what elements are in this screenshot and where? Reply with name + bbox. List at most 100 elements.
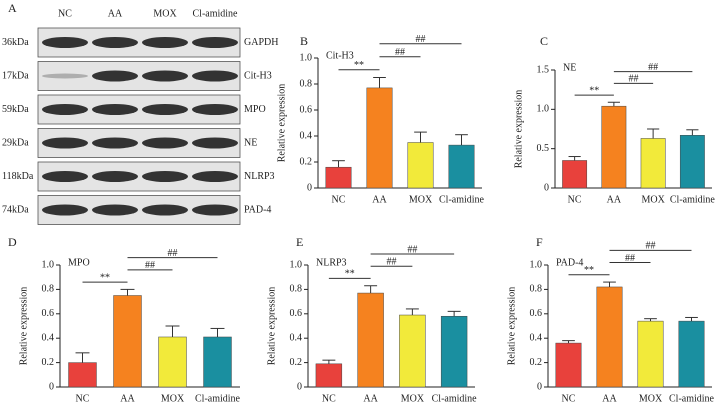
y-tick-label: 0 bbox=[537, 381, 542, 392]
blot-band bbox=[92, 204, 138, 216]
y-axis-title: Relative expression bbox=[513, 90, 524, 169]
y-tick-label: 1.0 bbox=[530, 259, 543, 270]
significance-label: ## bbox=[629, 74, 639, 85]
bar bbox=[357, 292, 384, 388]
x-tick-label: AA bbox=[602, 393, 617, 404]
error-bar bbox=[647, 128, 660, 139]
size-label: 59kDa bbox=[2, 104, 29, 115]
bar bbox=[315, 363, 343, 388]
x-tick-label: NC bbox=[562, 393, 576, 404]
y-axis-title: Relative expression bbox=[506, 287, 517, 366]
significance-label: ** bbox=[100, 272, 110, 283]
error-bar bbox=[332, 160, 345, 168]
blot-band bbox=[192, 70, 238, 82]
bar bbox=[440, 315, 468, 388]
error-bar bbox=[75, 352, 90, 363]
error-bar bbox=[210, 327, 225, 337]
x-tick-label: MOX bbox=[641, 194, 665, 205]
y-tick-label: 0.8 bbox=[290, 284, 303, 295]
chart-title: PAD-4 bbox=[556, 257, 583, 268]
blot-band bbox=[42, 73, 88, 79]
blot-band bbox=[142, 171, 188, 182]
error-bar bbox=[686, 129, 699, 136]
error-bar bbox=[405, 308, 419, 316]
y-tick-label: 0 bbox=[544, 182, 549, 193]
panel-label: D bbox=[8, 235, 17, 249]
significance-label: ## bbox=[168, 248, 178, 259]
y-tick-label: 0.6 bbox=[300, 104, 313, 115]
blot-band bbox=[42, 204, 88, 216]
x-tick-label: AA bbox=[363, 393, 378, 404]
panel-label: E bbox=[296, 235, 303, 249]
y-tick-label: 1.0 bbox=[537, 104, 550, 115]
blot-band bbox=[92, 171, 138, 182]
bar bbox=[448, 144, 475, 189]
size-label: 74kDa bbox=[2, 204, 29, 215]
bar bbox=[399, 314, 426, 388]
y-tick-label: 0.2 bbox=[290, 357, 303, 368]
protein-label: NE bbox=[244, 137, 257, 148]
y-tick-label: 0.2 bbox=[530, 357, 543, 368]
y-tick-label: 0.5 bbox=[537, 143, 550, 154]
x-tick-label: NC bbox=[332, 194, 346, 205]
blot-band bbox=[42, 137, 88, 149]
x-tick-label: NC bbox=[568, 194, 582, 205]
y-tick-label: 0.8 bbox=[530, 284, 543, 295]
significance-label: ## bbox=[395, 47, 405, 58]
x-tick-label: MOX bbox=[639, 393, 663, 404]
y-tick-label: 0.6 bbox=[42, 308, 55, 319]
y-axis-title: Relative expression bbox=[18, 287, 29, 366]
blot-band bbox=[92, 137, 138, 149]
blot-band bbox=[142, 204, 188, 216]
group-label: MOX bbox=[153, 8, 177, 19]
significance-label: ## bbox=[416, 34, 426, 45]
y-tick-label: 1.0 bbox=[42, 259, 55, 270]
blot-band bbox=[92, 70, 138, 82]
x-tick-label: Cl-amidine bbox=[439, 194, 485, 205]
bar bbox=[203, 336, 232, 388]
blot-band bbox=[92, 37, 138, 48]
bar bbox=[679, 135, 705, 189]
size-label: 36kDa bbox=[2, 37, 29, 48]
y-tick-label: 0.8 bbox=[300, 78, 313, 89]
blot-band bbox=[42, 171, 88, 182]
significance-label: ## bbox=[646, 241, 656, 252]
panel-label: B bbox=[300, 34, 308, 48]
group-label: AA bbox=[108, 8, 123, 19]
y-tick-label: 1.0 bbox=[300, 52, 313, 63]
blot-band bbox=[192, 37, 238, 48]
bar bbox=[678, 320, 705, 388]
size-label: 118kDa bbox=[2, 171, 34, 182]
error-bar bbox=[120, 288, 135, 296]
group-label: NC bbox=[58, 8, 72, 19]
significance-label: ## bbox=[145, 260, 155, 271]
error-bar bbox=[455, 134, 468, 146]
x-tick-label: AA bbox=[372, 194, 387, 205]
significance-label: ** bbox=[584, 265, 594, 276]
y-axis-title: Relative expression bbox=[276, 84, 287, 163]
x-tick-label: NC bbox=[322, 393, 336, 404]
blot-band bbox=[92, 104, 138, 115]
blot-band bbox=[142, 137, 188, 149]
x-tick-label: NC bbox=[76, 393, 90, 404]
y-tick-label: 0 bbox=[297, 381, 302, 392]
bar bbox=[68, 362, 97, 388]
x-tick-label: Cl-amidine bbox=[670, 194, 716, 205]
y-tick-label: 0.6 bbox=[530, 308, 543, 319]
x-tick-label: AA bbox=[607, 194, 622, 205]
bar bbox=[596, 286, 623, 388]
chart-title: Cit-H3 bbox=[326, 50, 354, 61]
bar bbox=[366, 87, 393, 189]
bar bbox=[407, 142, 434, 189]
chart-title: NLRP3 bbox=[316, 257, 347, 268]
bar bbox=[601, 105, 627, 189]
bar bbox=[325, 166, 352, 189]
bar bbox=[158, 336, 187, 388]
protein-label: MPO bbox=[244, 104, 266, 115]
error-bar bbox=[685, 316, 698, 322]
panel-label: C bbox=[540, 34, 548, 48]
y-tick-label: 0.4 bbox=[42, 332, 55, 343]
error-bar bbox=[322, 359, 336, 364]
y-tick-label: 1.5 bbox=[537, 64, 550, 75]
x-tick-label: MOX bbox=[409, 194, 433, 205]
